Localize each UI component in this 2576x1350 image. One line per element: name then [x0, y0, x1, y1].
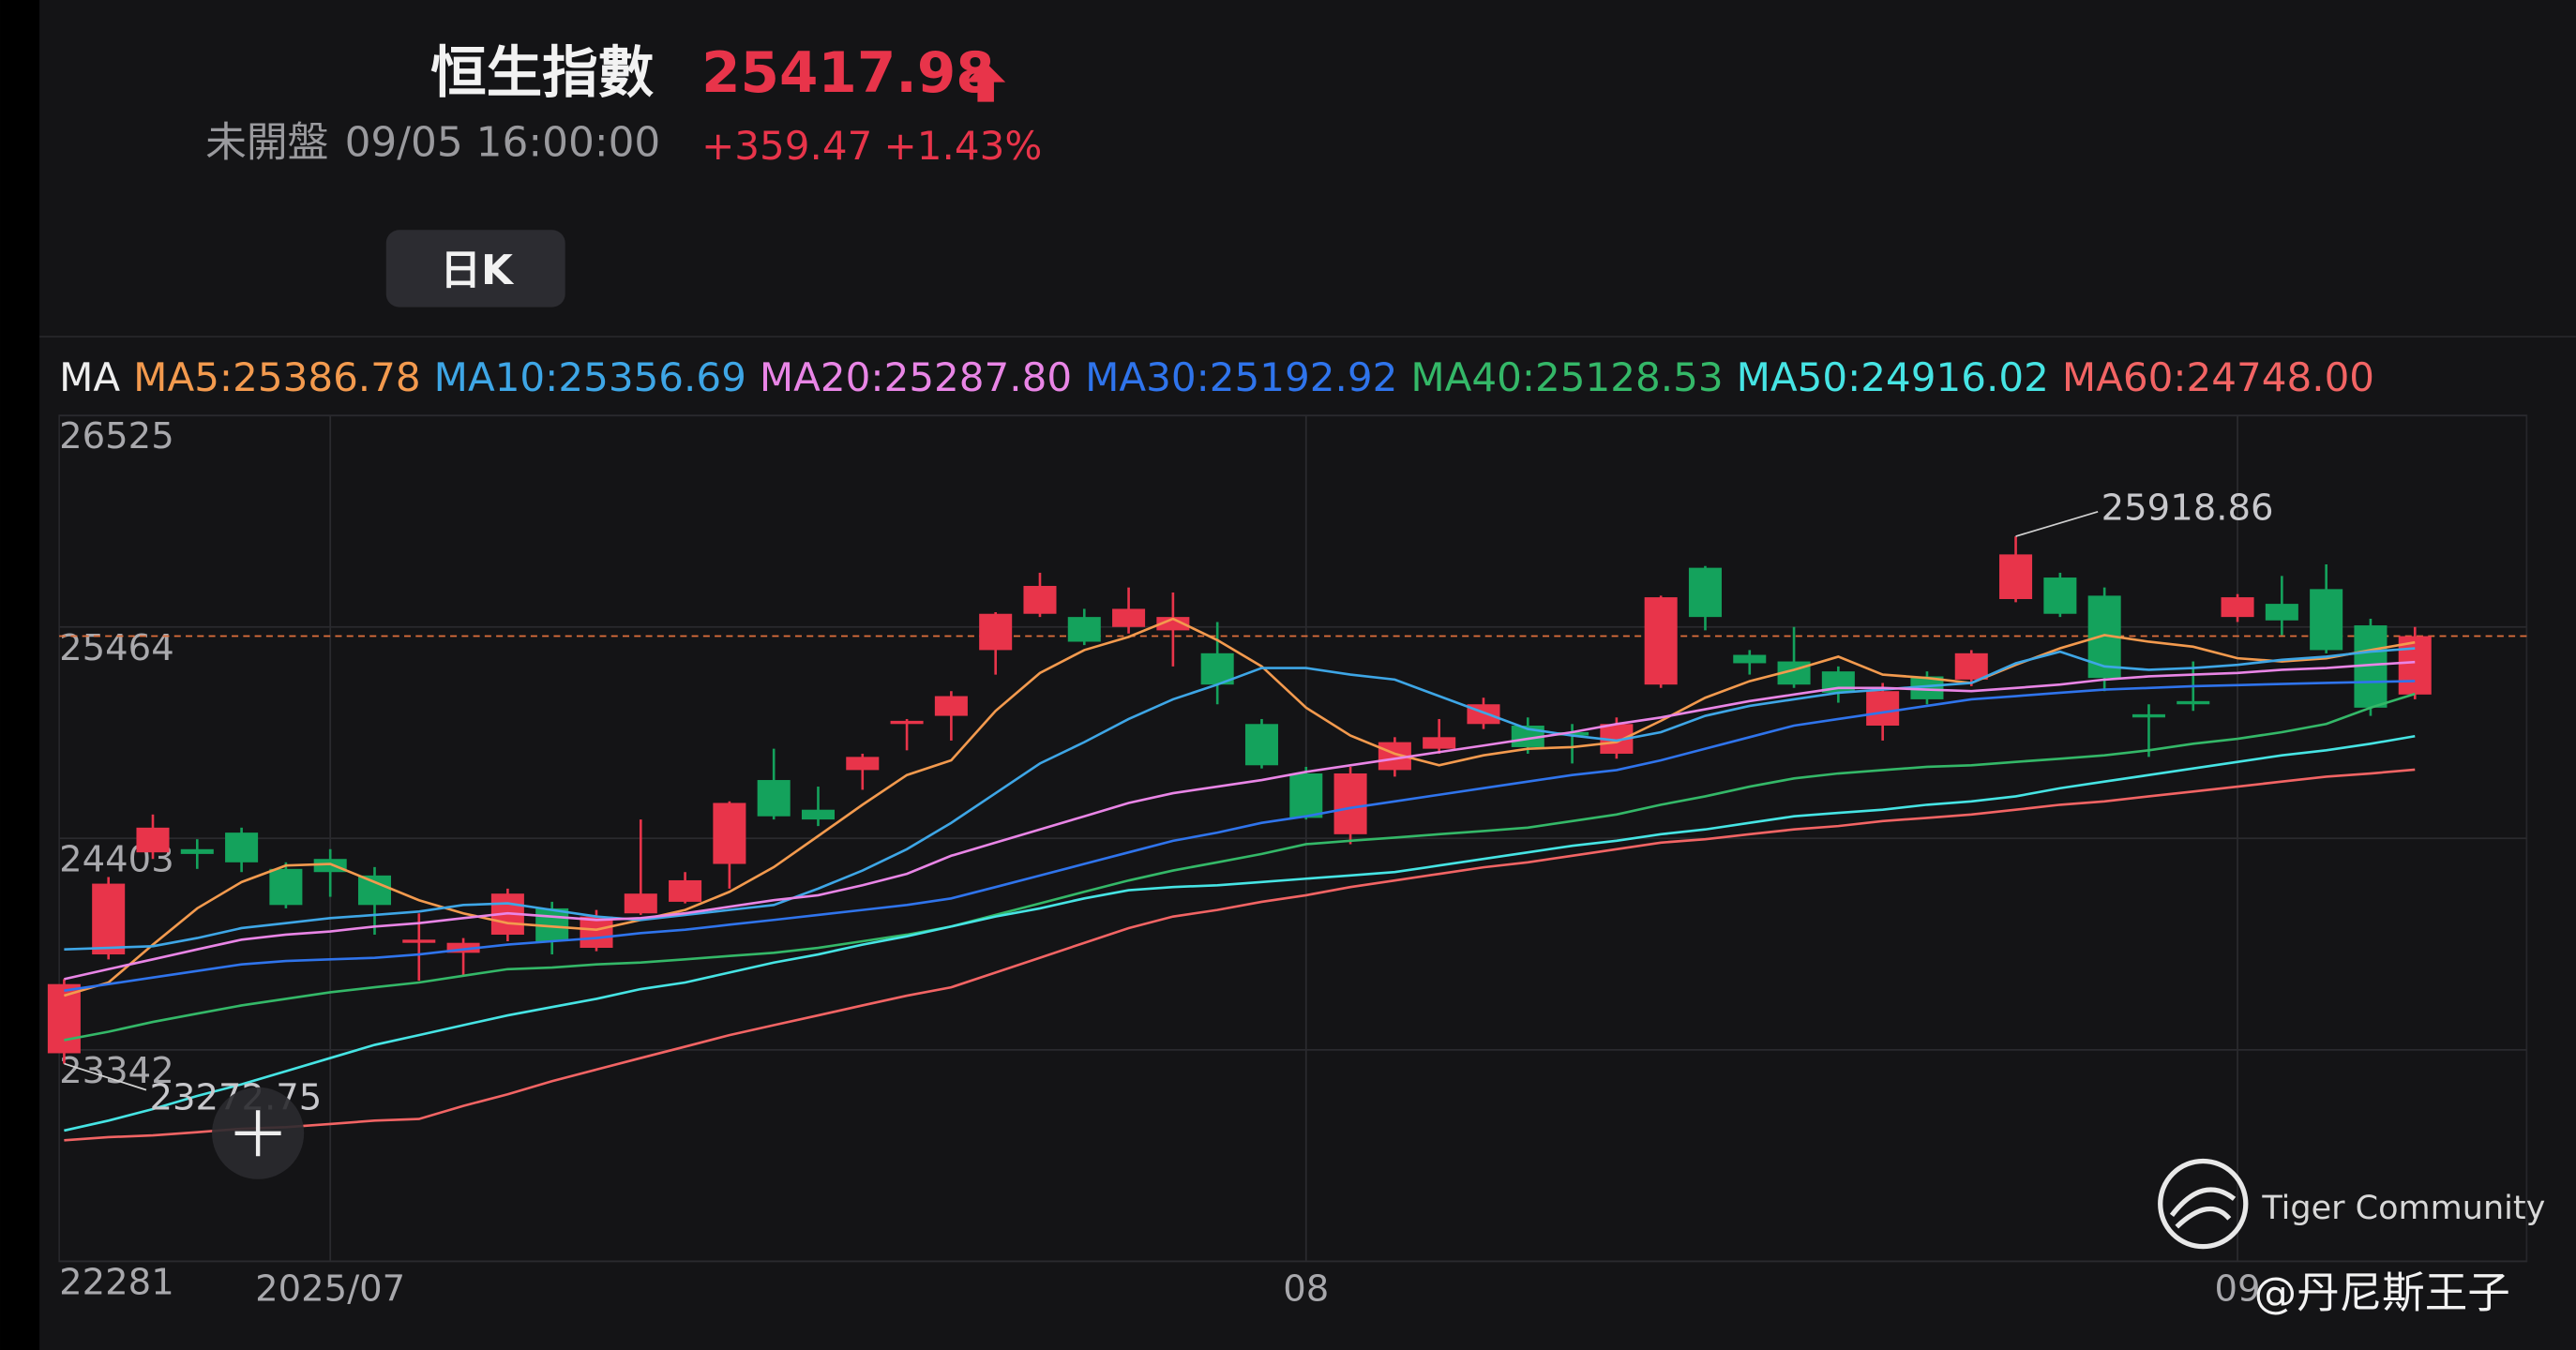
y-tick-label: 25464 [59, 627, 174, 669]
index-title: 恒生指數 [430, 41, 655, 106]
price-change: +359.47 [701, 123, 872, 169]
candle-body [757, 780, 791, 817]
candle-body [1244, 724, 1278, 766]
ma-line [64, 680, 2416, 993]
candle-body [1112, 608, 1146, 627]
candle-body [1067, 617, 1101, 642]
candle-body [225, 832, 259, 862]
ma-line [64, 647, 2416, 952]
y-tick-label: 26525 [59, 415, 174, 458]
candle-body [713, 802, 746, 864]
candle-body [1333, 773, 1367, 834]
legend-entry: MA5:25386.78 [133, 354, 420, 400]
candle-body [624, 893, 657, 914]
ma-line [64, 768, 2416, 1142]
up-arrow [966, 62, 1006, 102]
y-tick-label: 22281 [59, 1261, 174, 1303]
candle-body [1688, 567, 1722, 618]
button-label[interactable]: 日K [440, 247, 515, 294]
candle-body [846, 757, 880, 771]
crosshair-icon[interactable] [234, 1110, 281, 1157]
min-pointer [64, 1062, 147, 1091]
max-label: 25918.86 [2101, 488, 2274, 530]
index-price: 25417.98 [701, 41, 995, 106]
candle-body [1999, 554, 2033, 599]
logo-ring [2158, 1158, 2249, 1250]
legend-entry: MA60:24748.00 [2062, 354, 2374, 400]
candle-body [313, 859, 347, 873]
logo-mark [2169, 1187, 2237, 1229]
candle-body [2310, 589, 2343, 651]
author: @丹尼斯王子 [2254, 1268, 2510, 1317]
brand-logo [2158, 1158, 2249, 1250]
indicator-label: MA [59, 354, 120, 400]
candle-body [1733, 654, 1767, 664]
legend-entry: MA40:25128.53 [1410, 354, 1723, 400]
x-tick-label: 09 [2215, 1268, 2261, 1310]
candle-body [979, 613, 1013, 651]
ma-line [64, 734, 2416, 1132]
candle-body [180, 848, 214, 854]
candle-body [1954, 652, 1988, 680]
left-edge [0, 0, 40, 1350]
candle-body [2221, 597, 2254, 618]
candle-body [1866, 691, 1900, 726]
candle-body [2043, 578, 2077, 614]
candle-body [2265, 604, 2298, 621]
candle-body [2132, 713, 2165, 718]
x-tick-label: 2025/07 [255, 1268, 405, 1310]
quote-time: 09/05 16:00:00 [345, 118, 661, 166]
candle-body [1156, 617, 1190, 631]
candle-body [1023, 585, 1057, 614]
candle-body [92, 883, 126, 955]
candle-body [1423, 737, 1456, 749]
period-button[interactable]: 日K [385, 230, 565, 308]
button-bg[interactable] [385, 230, 565, 308]
brand-name: Tiger Community [2261, 1189, 2545, 1227]
candle-body [402, 939, 436, 943]
candle-body [580, 916, 613, 949]
x-tick-label: 08 [1283, 1268, 1329, 1310]
legend-entry: MA50:24916.02 [1737, 354, 2049, 400]
candle-body [446, 942, 480, 953]
candle-body [357, 875, 392, 906]
candle-body [1289, 773, 1323, 818]
candle-body [2398, 636, 2432, 695]
legend-entry: MA10:25356.69 [434, 354, 746, 400]
candle-body [269, 868, 303, 906]
legend: MA MA5:25386.78 MA10:25356.69 MA20:25287.80… [59, 354, 2374, 400]
max-pointer [2015, 510, 2099, 537]
y-tick-label: 23342 [59, 1050, 174, 1092]
candle-body [136, 827, 170, 853]
ma-line [64, 660, 2416, 981]
legend-entry: MA20:25287.80 [760, 354, 1072, 400]
legend-entry: MA30:25192.92 [1085, 354, 1397, 400]
candle-body [934, 696, 968, 716]
market-status: 未開盤 [205, 118, 328, 166]
crosshair-button[interactable] [212, 1087, 305, 1179]
candle-body [801, 809, 835, 820]
price-change-pct: +1.43% [884, 123, 1043, 169]
candle-body [1644, 597, 1678, 685]
candle-body [1556, 732, 1589, 736]
candle-body [2177, 700, 2210, 705]
candle-body [890, 720, 924, 725]
ma-line [64, 692, 2416, 1042]
candle-body [669, 879, 702, 902]
